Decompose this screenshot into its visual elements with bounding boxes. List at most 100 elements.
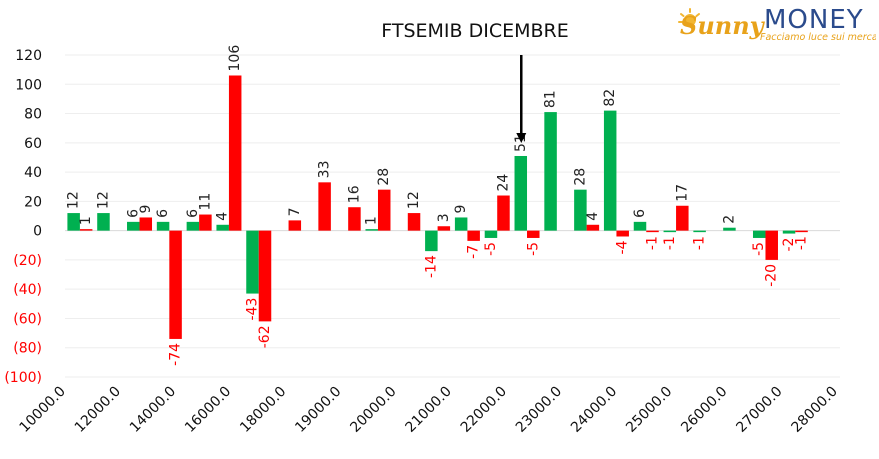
bar [228,75,242,231]
data-label: -62 [257,325,273,348]
data-label: 4 [585,212,601,221]
x-tick-label: 22000.0 [458,384,510,436]
bar [156,221,170,231]
bar [752,230,766,238]
bars [67,75,808,339]
bar [663,230,677,233]
bar [676,205,689,231]
bar [216,224,229,231]
x-tick-label: 23000.0 [513,384,565,436]
data-label: 106 [227,45,243,72]
bar [527,230,540,238]
logo-money-text: MONEY [764,5,864,35]
data-label: 81 [543,90,559,108]
bar [723,227,736,231]
data-label: 28 [376,168,392,186]
bar [377,189,391,231]
x-tick-label: 21000.0 [403,384,455,436]
bar [646,230,659,233]
x-tick-label: 18000.0 [237,384,289,436]
data-label: -5 [483,242,499,256]
data-label: -20 [764,264,780,287]
data-label: -1 [662,236,678,250]
data-label: 9 [453,205,469,214]
y-tick-label: 80 [24,107,42,123]
data-label: -4 [615,240,631,254]
x-tick-label: 12000.0 [72,384,124,436]
x-tick-label: 26000.0 [678,384,730,436]
bar [348,207,361,231]
bar [484,230,498,238]
logo-sunny-text: Sunny [680,11,766,40]
bar [425,230,438,252]
data-label: -1 [794,236,810,250]
bar [246,230,259,294]
x-tick-label: 14000.0 [127,384,179,436]
data-label: -5 [525,242,541,256]
bar [574,189,587,231]
y-tick-label: 100 [15,77,42,93]
bar [693,230,706,233]
bar [437,226,451,231]
y-axis-ticks: 120 100 80 60 40 20 0 (20) (40) (60) (80) (100) [4,48,42,386]
data-label: -7 [466,245,482,259]
data-label: 6 [185,209,201,218]
bar [186,221,200,231]
data-label: -1 [645,236,661,250]
x-tick-label: 19000.0 [292,384,344,436]
data-label: 12 [406,191,422,209]
bar [318,182,331,231]
data-label: 2 [721,215,737,224]
x-tick-label: 16000.0 [182,384,234,436]
data-label: 1 [78,216,94,225]
data-label: 24 [495,174,511,192]
bar [139,217,153,231]
x-tick-label: 27000.0 [733,384,785,436]
data-label: -74 [168,343,184,366]
x-tick-label: 25000.0 [623,384,675,436]
arrow-head [516,133,527,143]
data-label: 1 [364,216,380,225]
annotation-arrow [516,55,527,143]
data-label: -2 [781,238,797,252]
y-tick-label: (100) [4,370,42,386]
x-tick-label: 20000.0 [347,384,399,436]
data-label: 6 [632,209,648,218]
y-tick-label: (80) [13,341,42,357]
bar [795,230,808,233]
bar [633,221,647,231]
y-tick-label: 0 [33,224,42,240]
grid-lines [65,54,840,378]
sunny-money-logo: Sunny MONEY Facciamo luce sui mercati [678,5,876,43]
data-label: -43 [245,298,261,321]
data-label: 7 [287,207,303,216]
y-tick-label: 60 [24,136,42,152]
bar [454,217,468,231]
sun-icon [678,8,700,26]
chart-title: FTSEMIB DICEMBRE [381,20,568,42]
bar [407,213,421,231]
data-label: 16 [346,185,362,203]
data-label: 82 [602,89,618,107]
data-label: 28 [572,168,588,186]
x-tick-label: 24000.0 [568,384,620,436]
y-tick-label: (20) [13,253,42,269]
data-label: 12 [66,191,82,209]
bar [467,230,480,241]
bar [497,195,510,231]
data-label: -5 [751,242,767,256]
bar [765,230,778,260]
data-label: 11 [197,193,213,211]
bar [67,213,80,231]
y-tick-label: 120 [15,48,42,64]
y-tick-label: 40 [24,165,42,181]
bar [127,221,140,231]
data-label: 51 [513,134,529,152]
y-tick-label: (60) [13,311,42,327]
logo-tagline: Facciamo luce sui mercati [760,32,876,43]
y-tick-label: 20 [24,194,42,210]
bar [586,224,600,231]
x-tick-label: 10000.0 [17,384,69,436]
